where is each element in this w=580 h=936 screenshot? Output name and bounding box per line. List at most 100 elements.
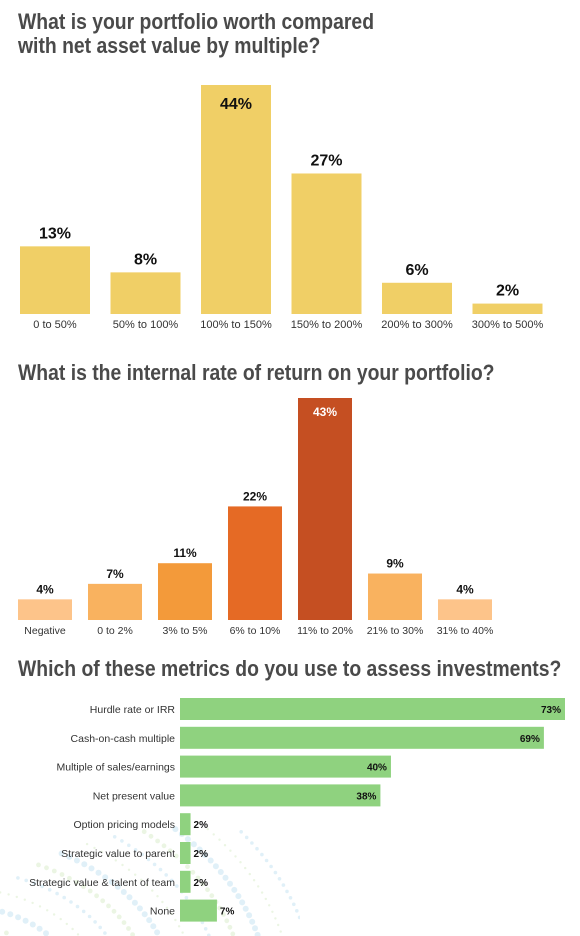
metric-category-label: Strategic value to parent	[61, 848, 175, 860]
decorative-dot-pattern	[0, 826, 300, 936]
metric-value-label: 73%	[541, 705, 561, 716]
irr-chart-title: What is the internal rate of return on y…	[18, 360, 495, 385]
decorative-dot	[224, 918, 230, 924]
decorative-dot	[242, 905, 249, 912]
decorative-dot	[184, 836, 191, 843]
decorative-dot	[74, 879, 79, 885]
irr-category-label: Negative	[24, 625, 66, 637]
decorative-dot	[146, 917, 153, 924]
decorative-dot	[148, 833, 154, 839]
metric-category-label: None	[150, 906, 175, 918]
decorative-dot	[203, 927, 208, 931]
decorative-dot	[100, 850, 104, 853]
portfolio-category-label: 150% to 200%	[291, 319, 363, 331]
decorative-dot	[65, 922, 69, 926]
portfolio-worth-chart: 13% 0 to 50% 8% 50% to 100% 44% 100% to 150% 2…	[20, 85, 544, 331]
decorative-dot	[268, 904, 271, 907]
irr-value-label: 9%	[386, 557, 404, 571]
decorative-dot	[252, 925, 258, 932]
decorative-dot	[87, 888, 93, 894]
irr-category-label: 0 to 2%	[97, 625, 133, 637]
decorative-dot	[66, 853, 73, 860]
decorative-dot	[29, 921, 36, 928]
decorative-dot	[88, 865, 95, 872]
decorative-dot	[212, 863, 219, 870]
decorative-dot	[106, 903, 111, 909]
decorative-dot	[239, 830, 243, 834]
metric-value-label: 2%	[194, 878, 209, 889]
decorative-dot	[206, 827, 209, 831]
metric-bar	[180, 755, 391, 778]
decorative-dot	[264, 897, 267, 901]
decorative-dot	[190, 841, 197, 848]
decorative-dot	[172, 826, 179, 833]
decorative-dot	[274, 917, 277, 920]
decorative-dot	[133, 848, 138, 852]
portfolio-category-label: 300% to 500%	[472, 319, 544, 331]
decorative-dot	[46, 909, 49, 912]
decorative-dot	[173, 853, 179, 859]
irr-chart: 4% Negative 7% 0 to 2% 11% 3% to 5% 22% 6% to 1…	[18, 398, 493, 637]
decorative-dot	[151, 889, 154, 892]
metric-value-label: 7%	[220, 907, 235, 918]
decorative-dot	[295, 909, 299, 913]
decorative-dot	[223, 844, 227, 847]
decorative-dot	[281, 883, 286, 887]
decorative-dot	[177, 925, 181, 928]
decorative-dot	[156, 895, 159, 898]
irr-bar	[368, 573, 422, 620]
decorative-dot	[121, 920, 127, 925]
irr-bar	[298, 398, 352, 620]
decorative-dot	[71, 927, 74, 931]
portfolio-bar	[472, 303, 543, 314]
decorative-dot	[196, 846, 203, 853]
metric-value-label: 40%	[367, 763, 387, 774]
portfolio-value-label: 27%	[310, 152, 342, 169]
decorative-dot	[227, 924, 233, 930]
decorative-dot	[297, 915, 300, 920]
decorative-dot	[62, 895, 66, 900]
decorative-dot	[273, 870, 278, 875]
decorative-dot	[190, 869, 196, 875]
decorative-dot	[120, 839, 124, 843]
decorative-dot	[161, 900, 164, 904]
irr-bar	[438, 599, 492, 620]
decorative-dot	[67, 875, 72, 881]
decorative-dot	[165, 906, 169, 909]
decorative-dot	[227, 880, 233, 887]
portfolio-category-label: 0 to 50%	[33, 319, 77, 331]
decorative-dot	[248, 872, 251, 876]
decorative-dot	[16, 876, 20, 880]
decorative-dot	[0, 891, 2, 894]
metrics-chart: Hurdle rate or IRR 73% Cash-on-cash multip…	[29, 698, 565, 922]
decorative-dot	[93, 846, 96, 850]
decorative-dot	[38, 905, 42, 908]
metric-bar	[180, 784, 381, 807]
decorative-dot	[244, 866, 247, 870]
metrics-chart-title: Which of these metrics do you use to ass…	[18, 656, 562, 681]
decorative-dot	[146, 857, 151, 862]
decorative-dot	[140, 878, 143, 881]
decorative-dot	[112, 835, 117, 839]
decorative-dot	[269, 864, 273, 869]
decorative-dot	[205, 887, 210, 893]
portfolio-value-label: 8%	[134, 251, 157, 268]
decorative-dot	[175, 884, 179, 888]
decorative-dot	[277, 923, 280, 927]
decorative-dot	[73, 857, 80, 864]
decorative-dot	[260, 852, 264, 857]
decorative-dot	[181, 931, 184, 934]
metric-value-label: 38%	[356, 791, 376, 802]
decorative-dot	[43, 930, 49, 936]
decorative-dot	[288, 896, 293, 900]
decorative-dot	[24, 878, 29, 883]
decorative-dot	[126, 926, 131, 931]
portfolio-value-label: 44%	[220, 96, 252, 113]
portfolio-bar	[382, 282, 452, 314]
decorative-dot	[131, 899, 138, 906]
decorative-dot	[36, 862, 41, 868]
decorative-dot	[87, 914, 92, 919]
irr-value-label: 43%	[313, 405, 337, 419]
decorative-dot	[140, 852, 144, 857]
decorative-dot	[15, 914, 22, 921]
